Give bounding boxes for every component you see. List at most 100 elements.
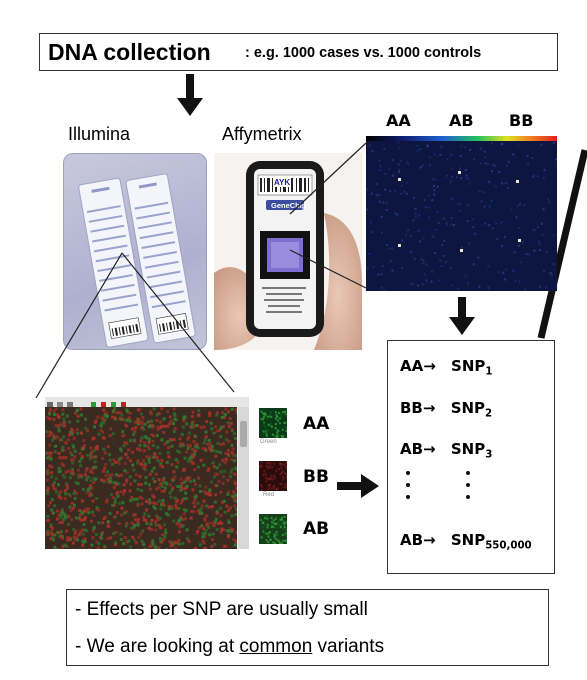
- illumina-speckle: [50, 498, 54, 502]
- illumina-speckle: [202, 541, 206, 545]
- illumina-speckle: [101, 531, 105, 535]
- note-1: - Effects per SNP are usually small: [75, 599, 368, 621]
- illumina-speckle: [60, 536, 64, 540]
- illumina-speckle: [134, 473, 138, 477]
- scan-speckle: [521, 241, 524, 244]
- scan-speckle: [459, 167, 462, 170]
- scan-speckle: [503, 236, 506, 239]
- illumina-speckle: [196, 445, 200, 449]
- scan-speckle: [451, 175, 454, 178]
- illumina-speckle: [122, 542, 126, 546]
- illumina-speckle: [147, 483, 151, 487]
- illumina-speckle: [175, 418, 179, 422]
- illumina-speckle: [137, 483, 141, 487]
- legend-label-aa: AA: [303, 414, 330, 434]
- illumina-speckle: [154, 520, 158, 524]
- illumina-speckle: [128, 489, 132, 493]
- illumina-speckle: [45, 451, 49, 455]
- illumina-speckle: [119, 449, 123, 453]
- illumina-speckle: [215, 511, 219, 515]
- illumina-speckle: [120, 473, 124, 477]
- scan-speckle: [378, 200, 381, 203]
- illumina-speckle: [106, 519, 110, 523]
- scrollbar-thumb[interactable]: [240, 421, 247, 447]
- illumina-speckle: [203, 519, 207, 523]
- scan-speckle: [423, 273, 426, 276]
- illumina-speckle: [204, 532, 208, 536]
- illumina-speckle: [213, 542, 217, 546]
- illumina-speckle: [142, 441, 146, 445]
- scan-speckle: [494, 185, 497, 188]
- illumina-speckle: [147, 457, 151, 461]
- illumina-speckle: [165, 460, 169, 464]
- illumina-speckle: [190, 425, 194, 429]
- swatch-speckle: [261, 485, 264, 488]
- illumina-speckle: [61, 456, 65, 460]
- illumina-speckle: [219, 470, 223, 474]
- illumina-speckle: [151, 439, 155, 443]
- illumina-speckle: [60, 508, 64, 512]
- illumina-speckle: [214, 484, 218, 488]
- swatch-speckle: [260, 461, 263, 464]
- illumina-speckle: [124, 510, 128, 514]
- illumina-speckle: [115, 492, 119, 496]
- scan-speckle: [379, 165, 382, 168]
- scan-speckle: [466, 204, 469, 207]
- scrollbar[interactable]: [238, 407, 249, 549]
- illumina-speckle: [133, 523, 137, 527]
- illumina-speckle: [62, 448, 66, 452]
- scan-speckle: [431, 199, 434, 202]
- illumina-speckle: [108, 479, 112, 483]
- illumina-speckle: [88, 547, 92, 549]
- illumina-speckle: [154, 523, 158, 527]
- illumina-speckle: [55, 490, 59, 494]
- illumina-speckle: [86, 507, 90, 511]
- swatch-speckle: [274, 417, 277, 420]
- illumina-speckle: [233, 480, 237, 484]
- illumina-speckle: [197, 526, 201, 530]
- scan-speckle: [446, 174, 449, 177]
- affymetrix-scan-image: [366, 141, 557, 291]
- scan-speckle: [394, 190, 397, 193]
- illumina-speckle: [161, 481, 165, 485]
- illumina-speckle: [172, 430, 176, 434]
- illumina-speckle: [72, 458, 76, 462]
- illumina-speckle: [50, 532, 54, 536]
- illumina-speckle: [131, 450, 135, 454]
- illumina-speckle: [148, 472, 152, 476]
- illumina-speckle: [111, 432, 115, 436]
- illumina-speckle: [63, 514, 67, 518]
- scan-speckle: [397, 213, 400, 216]
- illumina-speckle: [95, 444, 99, 448]
- swatch-speckle: [271, 478, 274, 481]
- swatch-speckle: [275, 413, 278, 416]
- illumina-speckle: [199, 458, 203, 462]
- swatch-speckle: [281, 520, 284, 523]
- swatch-speckle: [277, 419, 280, 422]
- snp-name: SNP: [450, 440, 486, 458]
- illumina-speckle: [193, 434, 197, 438]
- illumina-speckle: [61, 448, 64, 452]
- illumina-speckle: [156, 445, 160, 449]
- illumina-speckle: [172, 407, 176, 411]
- note-2-text: - We are looking at: [75, 636, 240, 657]
- scan-speckle: [398, 168, 401, 171]
- illumina-speckle: [230, 467, 234, 471]
- illumina-speckle: [174, 458, 178, 462]
- illumina-speckle: [117, 462, 121, 466]
- illumina-speckle: [61, 473, 65, 477]
- scan-speckle: [406, 181, 409, 184]
- scan-speckle: [516, 205, 519, 208]
- illumina-speckle: [230, 514, 234, 518]
- scan-speckle: [433, 153, 436, 156]
- illumina-speckle: [75, 428, 79, 432]
- illumina-speckle: [129, 482, 133, 486]
- illumina-speckle: [190, 414, 194, 418]
- scan-speckle: [450, 284, 453, 287]
- illumina-speckle: [131, 535, 135, 539]
- illumina-speckle: [124, 418, 128, 422]
- illumina-speckle: [235, 531, 237, 535]
- illumina-speckle: [47, 504, 51, 508]
- illumina-speckle: [212, 523, 216, 527]
- illumina-speckle: [94, 533, 98, 537]
